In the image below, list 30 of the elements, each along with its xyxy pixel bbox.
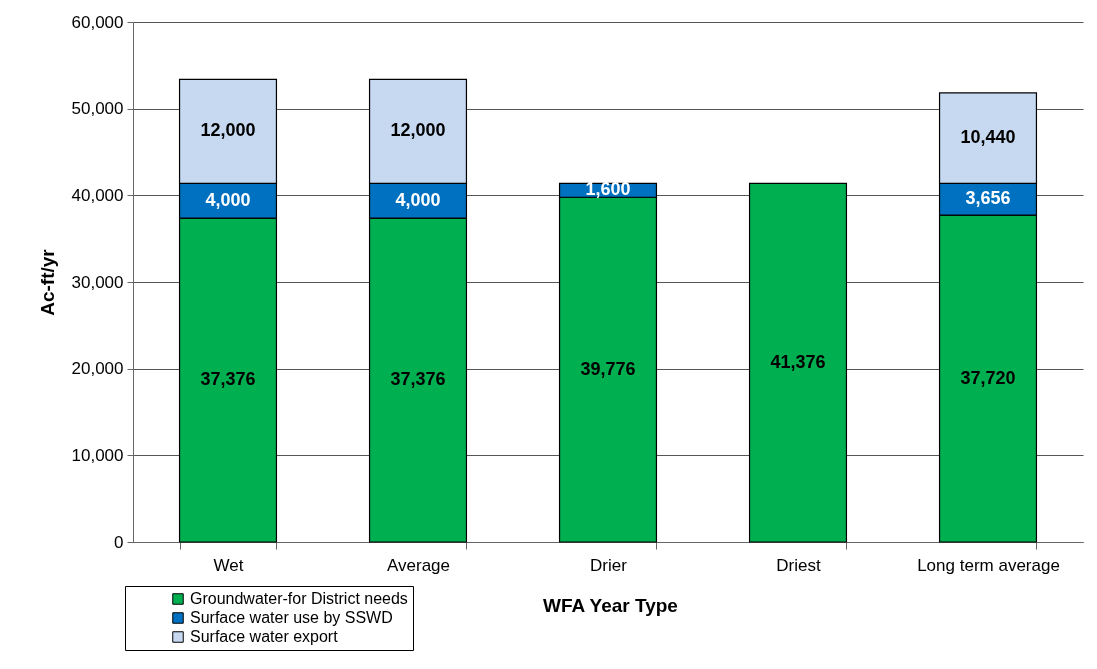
y-tick-label: 50,000 [71, 99, 124, 119]
data-label: 41,376 [770, 351, 826, 372]
x-tick-label: Wet [213, 555, 244, 575]
y-tick-label: 30,000 [71, 272, 124, 292]
data-label: 37,720 [960, 367, 1016, 388]
data-label: 37,376 [390, 369, 446, 390]
data-label: 4,000 [395, 189, 441, 210]
x-tick-label: Drier [590, 555, 628, 575]
legend-label: Surface water export [190, 628, 339, 645]
data-label: 39,776 [580, 358, 636, 379]
y-axis-title: Ac-ft/yr [36, 248, 58, 316]
data-label: 12,000 [200, 120, 256, 141]
x-tick-label: Long term average [917, 555, 1060, 575]
legend-label: Groundwater-for District needs [190, 590, 408, 607]
x-axis-title: WFA Year Type [543, 594, 678, 616]
bar [748, 182, 848, 543]
data-label: 10,440 [960, 127, 1016, 148]
y-tick-label: 60,000 [71, 12, 124, 32]
y-tick-label: 10,000 [71, 445, 124, 465]
y-tick-label: 0 [114, 532, 124, 552]
data-label: 3,656 [965, 188, 1011, 209]
x-tick-label: Driest [776, 555, 821, 575]
y-tick-label: 20,000 [71, 359, 124, 379]
x-tick-label: Average [386, 555, 451, 575]
y-tick-label: 40,000 [71, 185, 124, 205]
legend-label: Surface water use by SSWD [190, 609, 393, 626]
data-label: 37,376 [200, 369, 256, 390]
data-label: 4,000 [205, 189, 251, 210]
data-label: 1,600 [585, 179, 631, 200]
data-label: 12,000 [390, 120, 446, 141]
